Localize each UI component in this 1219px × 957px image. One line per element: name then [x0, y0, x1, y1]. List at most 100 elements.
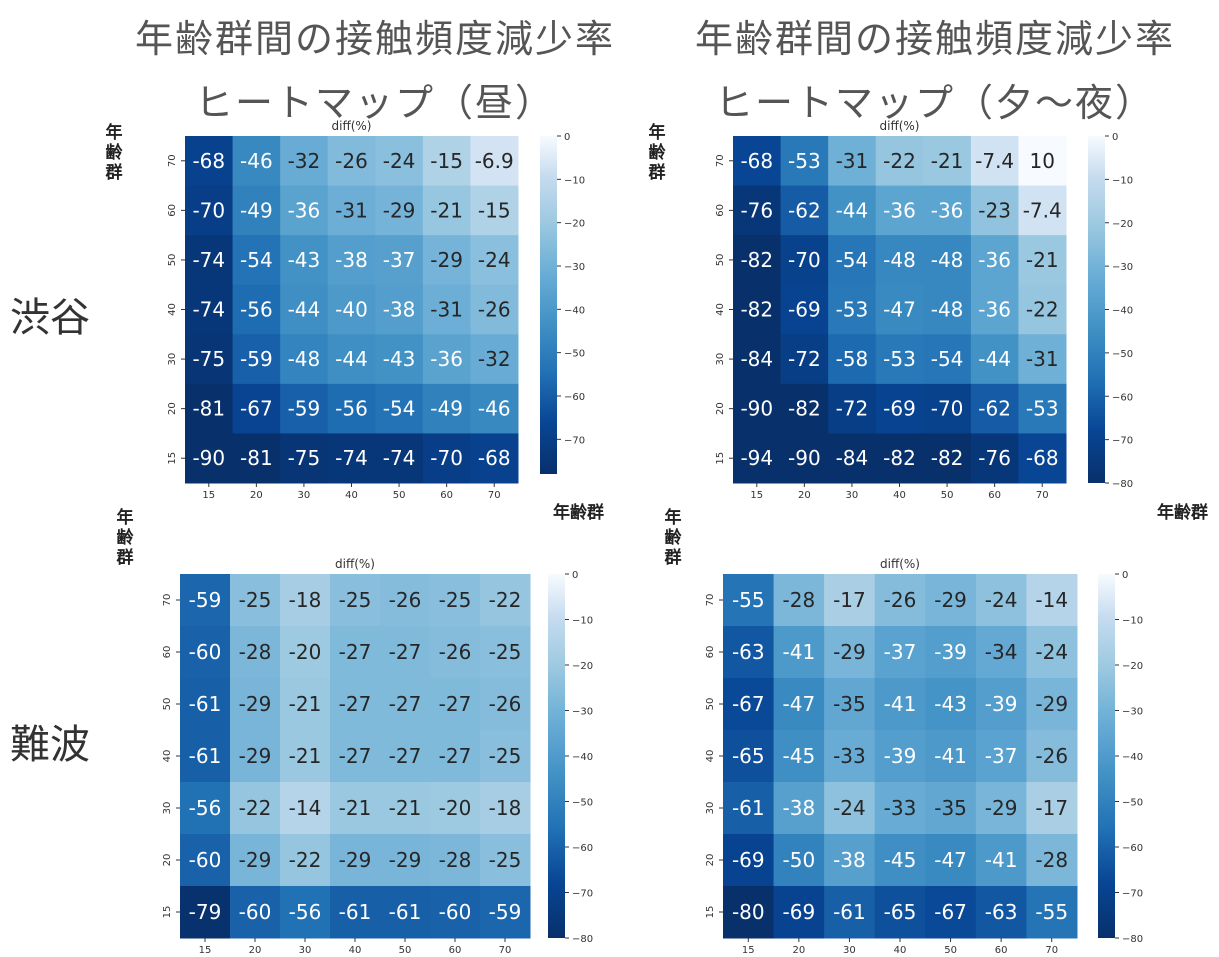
heatmap-cell	[380, 886, 431, 939]
cell-value-label: -29	[833, 640, 866, 664]
cell-value-label: -22	[883, 149, 916, 173]
cell-value-label: -26	[439, 640, 472, 664]
cell-value-label: -36	[288, 198, 321, 222]
cell-value-label: -25	[339, 588, 372, 612]
cell-value-label: -41	[884, 692, 917, 716]
heatmap-cell	[925, 886, 977, 939]
cell-value-label: -63	[985, 900, 1018, 924]
heatmap-cell	[970, 383, 1019, 434]
cell-value-label: -22	[1026, 298, 1059, 322]
heatmap-cell	[470, 284, 519, 335]
cell-value-label: -7.4	[975, 149, 1014, 173]
heatmap-cell	[280, 433, 329, 484]
cell-value-label: -74	[383, 446, 416, 470]
colorbar-tick-label: −20	[1122, 661, 1143, 672]
cell-value-label: -46	[478, 397, 511, 421]
x-tick-label: 40	[345, 490, 358, 501]
cell-value-label: -82	[740, 298, 773, 322]
cell-value-label: -47	[883, 298, 916, 322]
heatmap-4: diff(%) -55 -28 -17 -26 -29 -24 -14 -63 -41 -29 -37…	[705, 557, 1143, 956]
heatmap-cell	[232, 433, 281, 484]
heatmap-cell	[180, 730, 231, 783]
heatmap-cell	[470, 334, 519, 385]
heatmap-cell	[230, 730, 281, 783]
heatmap-cell	[925, 782, 977, 835]
heatmap-cell	[430, 834, 481, 887]
y-tick-label: 30	[167, 353, 178, 366]
heatmap-cell	[1026, 626, 1078, 679]
colorbar-tick-label: 0	[1122, 570, 1128, 581]
y-tick-label: 70	[705, 594, 716, 607]
colorbar-tick-label: −50	[564, 349, 585, 360]
heatmap-cell	[380, 782, 431, 835]
heatmap-cell	[480, 886, 531, 939]
heatmap-cell	[232, 136, 281, 187]
cell-value-label: -37	[383, 248, 416, 272]
heatmap-cell	[230, 678, 281, 731]
x-tick-label: 50	[941, 490, 954, 501]
heatmap-cell	[773, 626, 825, 679]
cell-value-label: -28	[239, 640, 272, 664]
cell-value-label: -81	[192, 397, 225, 421]
cell-value-label: -36	[978, 298, 1011, 322]
heatmap-cell	[185, 185, 234, 236]
heatmap-cell	[330, 678, 381, 731]
cell-value-label: -60	[439, 900, 472, 924]
cell-value-label: -55	[1035, 900, 1068, 924]
y-tick-label: 30	[705, 802, 716, 815]
x-tick-label: 60	[995, 945, 1008, 956]
y-tick-label: 50	[715, 254, 726, 267]
heatmap-cell	[375, 284, 424, 335]
cell-value-label: -58	[836, 347, 869, 371]
cell-value-label: -61	[389, 900, 422, 924]
heatmap-cell	[375, 185, 424, 236]
cell-value-label: -29	[1035, 692, 1068, 716]
left-title-line2: ヒートマップ（昼）	[194, 81, 555, 125]
heatmap-cell	[1018, 433, 1067, 484]
heatmap-cell	[723, 574, 775, 627]
heatmap-2: diff(%) -68 -53 -31 -22 -21 -7.4 10 -76 -62 -44 -36…	[715, 119, 1133, 501]
y-tick-label: 60	[167, 204, 178, 217]
cell-value-label: -80	[732, 900, 765, 924]
cell-value-label: -47	[934, 848, 967, 872]
heatmap-cell	[874, 626, 926, 679]
heatmap-cell	[828, 185, 877, 236]
cell-value-label: -21	[389, 796, 422, 820]
x-tick-label: 30	[298, 490, 311, 501]
heatmap-cell	[780, 235, 829, 286]
cell-value-label: -60	[189, 848, 222, 872]
heatmap-cell	[185, 383, 234, 434]
heatmap-cell	[975, 886, 1027, 939]
cell-value-label: -20	[439, 796, 472, 820]
heatmap-cell	[280, 334, 329, 385]
heatmap-cell	[780, 383, 829, 434]
cell-value-label: -35	[934, 796, 967, 820]
heatmap-cell	[185, 334, 234, 385]
heatmap-cell	[230, 574, 281, 627]
heatmap-cell	[970, 284, 1019, 335]
x-tick-label: 50	[399, 945, 412, 956]
heatmap-cell	[1026, 834, 1078, 887]
heatmap-cell	[375, 334, 424, 385]
heatmap-cell	[470, 136, 519, 187]
colorbar-tick-label: −60	[1112, 392, 1133, 403]
cell-value-label: -29	[389, 848, 422, 872]
cell-value-label: -82	[788, 397, 821, 421]
heatmap-cell	[180, 626, 231, 679]
heatmap-cell	[380, 574, 431, 627]
colorbar-tick-label: −20	[564, 219, 585, 230]
heatmap-cell	[480, 678, 531, 731]
y-tick-label: 60	[162, 646, 173, 659]
heatmap-cell	[327, 284, 376, 335]
heatmap-cell	[923, 334, 972, 385]
heatmap-cell	[330, 730, 381, 783]
y-tick-label: 30	[715, 353, 726, 366]
heatmap-cell	[824, 782, 876, 835]
heatmap-cell	[280, 284, 329, 335]
y-tick-label: 70	[162, 594, 173, 607]
heatmap-title: diff(%)	[332, 119, 372, 133]
y-tick-label: 40	[162, 750, 173, 763]
y-tick-label: 30	[162, 802, 173, 815]
heatmap-cell	[874, 834, 926, 887]
heatmap-cell	[780, 185, 829, 236]
